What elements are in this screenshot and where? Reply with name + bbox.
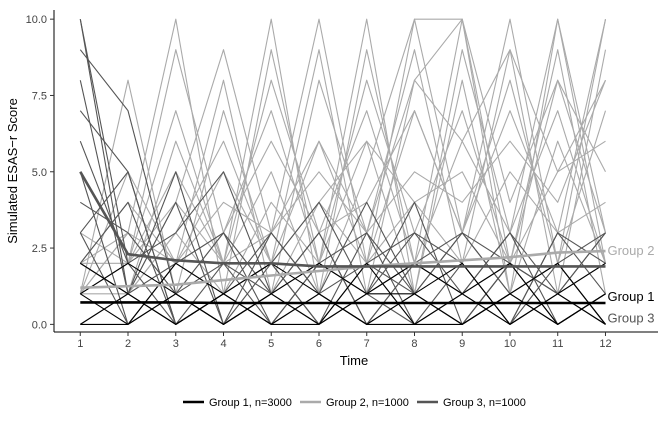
- group-mean-lines: [79, 171, 606, 305]
- x-tick-label: 6: [316, 338, 322, 350]
- end-label-group-1: Group 1: [607, 289, 654, 304]
- x-axis-title: Time: [340, 353, 368, 368]
- series-end-labels: Group 1 Group 2 Group 3: [607, 243, 654, 325]
- trajectory-line: [79, 49, 607, 295]
- y-axis-title: Simulated ESAS−r Score: [5, 98, 20, 244]
- x-tick-label: 12: [599, 338, 611, 350]
- trajectory-line: [80, 19, 607, 295]
- x-tick-label: 8: [411, 338, 417, 350]
- trajectory-line: [80, 262, 606, 325]
- legend-label-group-1: Group 1, n=3000: [209, 397, 292, 409]
- trajectory-line: [80, 79, 607, 325]
- y-tick-label: 2.5: [32, 243, 47, 255]
- individual-trajectories: [79, 18, 607, 325]
- y-tick-label: 5.0: [32, 167, 47, 179]
- trajectory-line: [80, 262, 606, 325]
- x-tick-label: 4: [220, 338, 226, 350]
- end-label-group-2: Group 2: [607, 243, 654, 258]
- mean-line-group-1: [80, 301, 606, 305]
- x-tick-label: 5: [268, 338, 274, 350]
- trajectory-line: [80, 262, 606, 325]
- x-tick-label: 3: [173, 338, 179, 350]
- x-tick-label: 2: [125, 338, 131, 350]
- y-tick-label: 10.0: [26, 14, 47, 26]
- mean-line-group-3: [79, 171, 606, 268]
- legend: Group 1, n=3000 Group 2, n=1000 Group 3, n…: [183, 397, 526, 409]
- x-tick-label: 1: [77, 338, 83, 350]
- legend-label-group-3: Group 3, n=1000: [443, 397, 526, 409]
- x-tick-label: 11: [552, 338, 563, 350]
- trajectory-line: [80, 18, 607, 295]
- x-axis-ticks: 1 2 3 4 5 6 7 8 9 10 11 12: [77, 332, 612, 350]
- end-label-group-3: Group 3: [607, 310, 654, 325]
- mean-line-group-2: [80, 249, 606, 289]
- x-tick-label: 7: [364, 338, 370, 350]
- x-tick-label: 10: [504, 338, 516, 350]
- y-tick-label: 0.0: [32, 319, 47, 331]
- y-tick-label: 7.5: [32, 90, 47, 102]
- axes: 1 2 3 4 5 6 7 8 9 10 11 12 0.02.55.07.510.0: [26, 10, 658, 350]
- legend-label-group-2: Group 2, n=1000: [326, 397, 409, 409]
- y-axis-ticks: 0.0 2.5 5.0 7.5 10.0: [26, 14, 54, 331]
- x-tick-label: 9: [459, 338, 465, 350]
